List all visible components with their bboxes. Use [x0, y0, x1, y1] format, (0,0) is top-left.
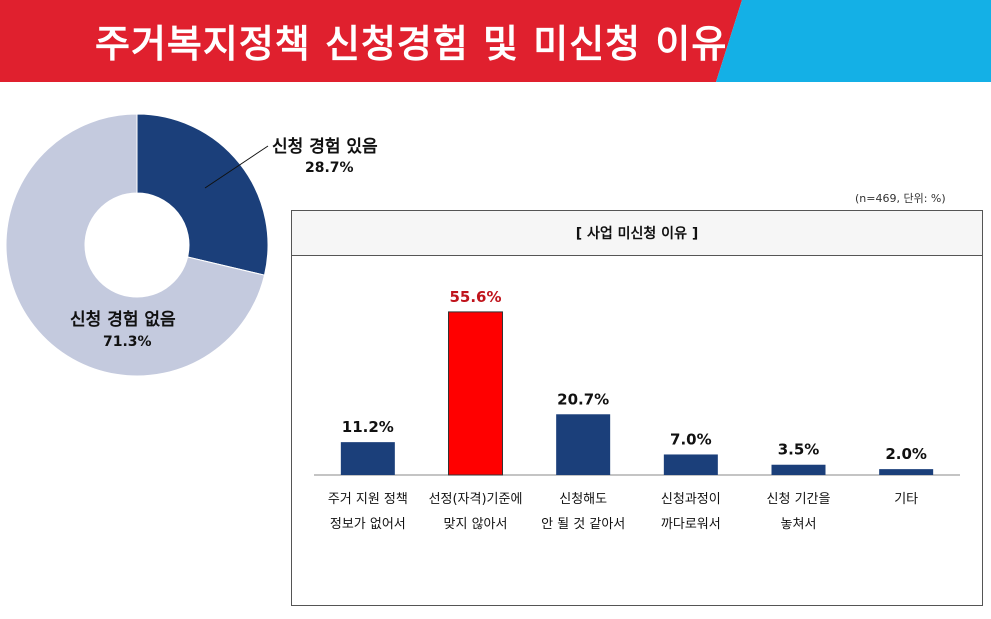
- bar-2: [556, 414, 611, 475]
- bar-value-label-4: 3.5%: [778, 441, 820, 459]
- leader-line: [204, 145, 269, 189]
- category-label-0-1: 정보가 없어서: [330, 517, 406, 532]
- banner-red-band: [0, 0, 742, 82]
- category-label-3-1: 까다로워서: [661, 517, 721, 532]
- bar-1: [448, 311, 503, 476]
- donut-slice-not-applied: [5, 113, 266, 377]
- banner-cyan-band: [716, 0, 991, 82]
- title-banner: 주거복지정책 신청경험 및 미신청 이유: [0, 0, 991, 82]
- bar-5: [879, 469, 934, 475]
- bar-value-label-1: 55.6%: [449, 288, 501, 306]
- slice-label-not-applied: 신청 경험 없음: [70, 310, 176, 330]
- banner-background: [0, 0, 991, 82]
- page-title: 주거복지정책 신청경험 및 미신청 이유: [95, 22, 728, 66]
- donut-chart: [5, 113, 269, 377]
- bar-chart-title: [ 사업 미신청 이유 ]: [575, 226, 699, 242]
- unit-note: (n=469, 단위: %): [855, 192, 946, 205]
- slice-value-applied: 28.7%: [305, 160, 354, 176]
- category-label-3-0: 신청과정이: [661, 492, 721, 507]
- category-label-0-0: 주거 지원 정책: [328, 492, 408, 507]
- bar-4: [771, 464, 826, 475]
- bar-value-label-2: 20.7%: [557, 390, 609, 408]
- bar-3: [663, 454, 718, 475]
- bar-value-label-3: 7.0%: [670, 430, 712, 448]
- slice-value-not-applied: 71.3%: [103, 334, 152, 350]
- category-label-4-0: 신청 기간을: [767, 492, 831, 507]
- category-label-2-0: 신청해도: [559, 492, 607, 507]
- category-label-4-1: 놓쳐서: [781, 517, 817, 532]
- category-label-1-1: 맞지 않아서: [444, 517, 508, 532]
- bar-chart-header: [ 사업 미신청 이유 ]: [292, 211, 982, 256]
- donut-slice-applied: [136, 113, 269, 276]
- bar-0: [340, 442, 395, 475]
- slice-label-applied: 신청 경험 있음: [272, 137, 378, 157]
- category-label-5-0: 기타: [894, 492, 918, 507]
- bar-value-label-5: 2.0%: [885, 445, 927, 463]
- category-label-2-1: 안 될 것 같아서: [541, 517, 625, 532]
- category-label-1-0: 선정(자격)기준에: [429, 492, 523, 507]
- bar-value-label-0: 11.2%: [342, 418, 394, 436]
